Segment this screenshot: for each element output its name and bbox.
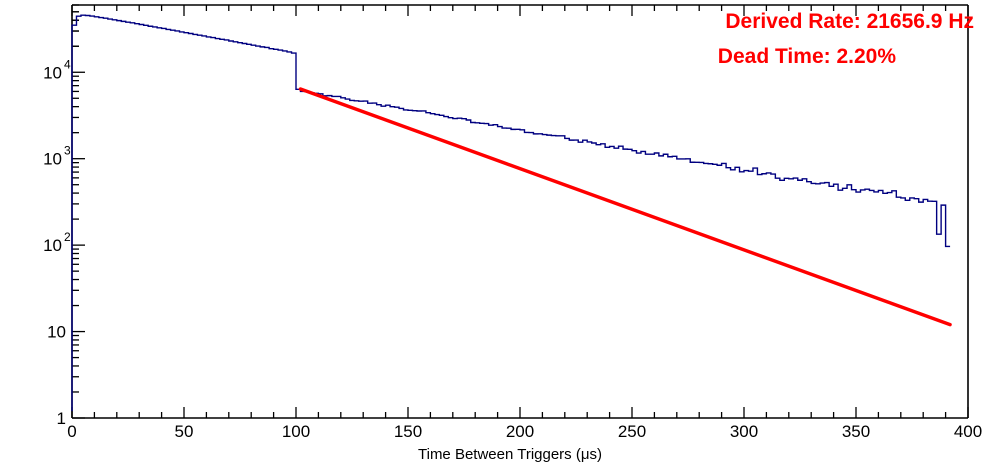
x-axis-ticks [71,5,969,418]
x-tick-label: 100 [282,422,310,441]
y-tick-label: 1 [57,409,66,428]
y-tick-label: 10 [47,323,66,342]
y-tick-label: 10 [43,63,62,82]
x-tick-label: 300 [730,422,758,441]
dead-time-annotation: Dead Time: 2.20% [717,45,896,68]
y-tick-exponent: 3 [64,144,71,158]
y-tick-label: 10 [43,150,62,169]
y-axis-ticks [72,4,85,419]
x-axis-tick-labels: 0 50 100 150 200 250 300 350 400 [67,422,982,441]
x-tick-label: 0 [67,422,76,441]
x-axis-title: Time Between Triggers (μs) [418,446,602,463]
y-tick-exponent: 2 [64,230,71,244]
x-tick-label: 400 [954,422,982,441]
x-tick-label: 150 [394,422,422,441]
derived-rate-annotation: Derived Rate: 21656.9 Hz [725,10,974,33]
x-tick-label: 350 [842,422,870,441]
y-tick-exponent: 4 [64,57,71,71]
exponential-fit-line [298,87,952,327]
x-tick-label: 250 [618,422,646,441]
x-tick-label: 50 [175,422,194,441]
x-tick-label: 200 [506,422,534,441]
y-tick-label: 10 [43,236,62,255]
histogram-trace [71,14,951,412]
